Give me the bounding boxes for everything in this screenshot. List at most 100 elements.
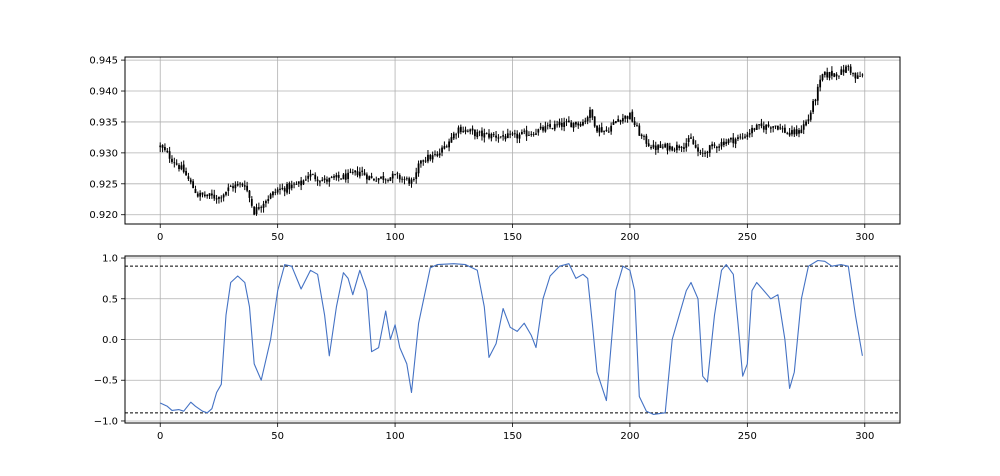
candle-body <box>769 127 772 129</box>
candle-body <box>760 123 763 127</box>
candle-body <box>692 139 695 145</box>
price-panel: 0 50 100 150 200 250 300 0.920 0.925 0.930 0.935 0.… <box>89 56 901 243</box>
candle-body <box>840 69 843 75</box>
candle-body <box>603 130 605 132</box>
candle-body <box>159 145 162 148</box>
candle-body <box>415 172 418 179</box>
candle-body <box>598 127 601 133</box>
candle-body <box>847 65 850 67</box>
candle-body <box>201 192 204 195</box>
candle-body <box>748 133 751 135</box>
candle-body <box>391 173 394 179</box>
oscillator-x-tick-label: 50 <box>271 431 284 442</box>
candle-body <box>683 147 685 149</box>
candle-body <box>488 133 490 138</box>
candle-body <box>553 124 556 130</box>
candle-body <box>830 70 833 76</box>
candle-body <box>861 74 864 76</box>
candle-body <box>767 124 770 127</box>
candle-body <box>711 144 714 147</box>
candle-body <box>567 120 570 123</box>
candle-body <box>784 127 786 133</box>
candle-body <box>250 199 253 206</box>
candle-body <box>629 112 631 120</box>
candle-body <box>361 170 364 172</box>
candle-body <box>189 179 192 183</box>
candle-body <box>776 125 779 130</box>
oscillator-x-tick-label: 100 <box>386 431 405 442</box>
candle-body <box>758 124 760 126</box>
candle-body <box>835 74 838 77</box>
price-y-tick-label: 0.930 <box>89 148 118 159</box>
candle-body <box>302 180 305 185</box>
candle-body <box>690 137 692 139</box>
candle-body <box>464 129 467 132</box>
candle-body <box>448 141 450 148</box>
candle-body <box>664 144 667 148</box>
candle-body <box>513 133 516 135</box>
candle-body <box>791 130 793 135</box>
candle-body <box>509 133 512 135</box>
candle-body <box>579 124 582 126</box>
candle-body <box>335 175 338 178</box>
candle-body <box>741 137 744 139</box>
candle-body <box>492 134 495 136</box>
candle-body <box>638 125 641 136</box>
candle-body <box>323 178 326 180</box>
candle-body <box>337 175 340 178</box>
candle-body <box>403 179 406 181</box>
candle-body <box>232 186 234 189</box>
candle-body <box>297 181 300 184</box>
candle-body <box>504 136 507 140</box>
candle-body <box>624 115 627 119</box>
candle-body <box>542 127 544 131</box>
candle-body <box>523 130 526 132</box>
candle-body <box>215 198 218 200</box>
candle-body <box>469 129 472 132</box>
candle-body <box>241 183 244 186</box>
candle-body <box>631 111 634 122</box>
candle-body <box>798 130 800 134</box>
candle-body <box>349 171 352 173</box>
candle-body <box>443 146 446 149</box>
candle-body <box>410 179 413 184</box>
candle-body <box>262 203 265 208</box>
candle-body <box>248 190 251 198</box>
candle-body <box>530 134 533 135</box>
candle-body <box>276 189 279 193</box>
candle-body <box>365 174 368 180</box>
candle-body <box>779 127 782 129</box>
candle-body <box>697 147 699 152</box>
candle-body <box>436 154 439 156</box>
candle-body <box>659 144 662 148</box>
candle-body <box>328 177 331 182</box>
candle-body <box>753 128 756 130</box>
candle-body <box>387 180 389 181</box>
candle-body <box>272 191 274 196</box>
candle-body <box>420 160 422 164</box>
candle-body <box>455 134 458 136</box>
candle-body <box>243 185 246 187</box>
candle-body <box>246 185 249 191</box>
candle-body <box>474 129 476 137</box>
candle-body <box>516 133 519 139</box>
candle-body <box>678 145 681 149</box>
oscillator-y-tick-label: −0.5 <box>94 376 118 387</box>
candle-body <box>236 183 239 186</box>
candle-body <box>490 134 493 139</box>
candle-body <box>347 172 350 180</box>
candle-body <box>812 101 815 112</box>
candle-body <box>257 207 260 209</box>
candle-body <box>269 194 272 199</box>
candle-body <box>171 158 173 162</box>
candle-body <box>640 134 643 137</box>
candle-body <box>859 76 861 77</box>
candle-body <box>795 129 798 135</box>
candle-body <box>619 120 622 122</box>
candle-body <box>356 171 359 176</box>
candle-body <box>605 129 608 132</box>
candle-body <box>398 175 401 180</box>
candle-body <box>701 152 704 154</box>
